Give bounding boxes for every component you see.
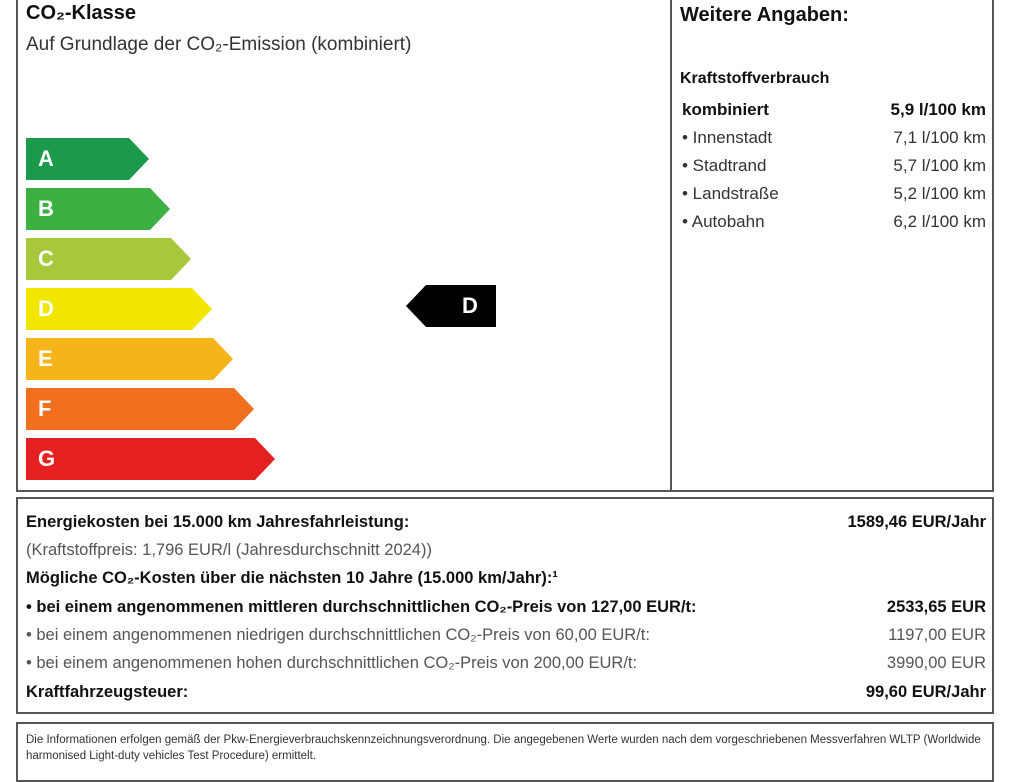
co2-cost-label: • bei einem angenommenen mittleren durch…	[26, 598, 697, 616]
consumption-label: • Autobahn	[682, 212, 765, 231]
consumption-row: • Autobahn 6,2 l/100 km	[682, 212, 986, 232]
consumption-label: • Innenstadt	[682, 128, 773, 147]
consumption-value: 5,9 l/100 km	[890, 100, 986, 119]
vehicle-tax-label: Kraftfahrzeugsteuer:	[26, 683, 189, 701]
energy-costs-value: 1589,46 EUR/Jahr	[847, 513, 986, 531]
co2-class-bar-c: C	[26, 238, 191, 280]
co2-cost-value: 2533,65 EUR	[886, 598, 986, 616]
fuel-consumption-heading: Kraftstoffverbrauch	[680, 70, 830, 87]
co2-cost-label: • bei einem angenommenen hohen durchschn…	[26, 654, 638, 672]
co2-cost-row: • bei einem angenommenen mittleren durch…	[26, 598, 986, 617]
co2-cost-row: • bei einem angenommenen hohen durchschn…	[26, 654, 986, 673]
co2-class-panel: CO₂-Klasse Auf Grundlage der CO₂-Emissio…	[16, 0, 672, 492]
consumption-label: kombiniert	[682, 100, 769, 119]
costs-panel: Energiekosten bei 15.000 km Jahresfahrle…	[16, 497, 994, 714]
co2-class-bar-b: B	[26, 188, 170, 230]
consumption-value: 6,2 l/100 km	[893, 212, 986, 231]
info-panel: Die Informationen erfolgen gemäß der Pkw…	[16, 722, 994, 782]
consumption-row: • Landstraße 5,2 l/100 km	[682, 184, 986, 204]
fuel-price: (Kraftstoffpreis: 1,796 EUR/l (Jahresdur…	[26, 541, 986, 560]
co2-class-bar-g: G	[26, 438, 275, 480]
info-text: Die Informationen erfolgen gemäß der Pkw…	[26, 734, 981, 762]
co2-cost-value: 3990,00 EUR	[886, 654, 986, 672]
consumption-label: • Landstraße	[682, 184, 779, 203]
consumption-row: kombiniert 5,9 l/100 km	[682, 100, 986, 120]
fuel-price-text: (Kraftstoffpreis: 1,796 EUR/l (Jahresdur…	[26, 541, 432, 559]
co2-costs-heading-text: Mögliche CO₂-Kosten über die nächsten 10…	[26, 569, 558, 587]
co2-class-bar-f: F	[26, 388, 254, 430]
consumption-row: • Stadtrand 5,7 l/100 km	[682, 156, 986, 176]
consumption-value: 5,7 l/100 km	[893, 156, 986, 175]
consumption-value: 5,2 l/100 km	[893, 184, 986, 203]
energy-costs-label: Energiekosten bei 15.000 km Jahresfahrle…	[26, 513, 410, 531]
co2-costs-heading: Mögliche CO₂-Kosten über die nächsten 10…	[26, 569, 986, 588]
consumption-row: • Innenstadt 7,1 l/100 km	[682, 128, 986, 148]
co2-class-bar-e: E	[26, 338, 233, 380]
co2-class-subtitle: Auf Grundlage der CO₂-Emission (kombinie…	[26, 34, 412, 55]
vehicle-tax-value: 99,60 EUR/Jahr	[865, 683, 986, 701]
co2-cost-row: • bei einem angenommenen niedrigen durch…	[26, 626, 986, 645]
consumption-label: • Stadtrand	[682, 156, 767, 175]
consumption-value: 7,1 l/100 km	[893, 128, 986, 147]
co2-cost-value: 1197,00 EUR	[888, 626, 986, 644]
co2-class-bar-d: D	[26, 288, 212, 330]
current-class-marker: D	[406, 285, 496, 327]
vehicle-tax-row: Kraftfahrzeugsteuer: 99,60 EUR/Jahr	[26, 683, 986, 702]
further-info-title: Weitere Angaben:	[680, 4, 849, 26]
co2-cost-label: • bei einem angenommenen niedrigen durch…	[26, 626, 650, 644]
energy-costs-row: Energiekosten bei 15.000 km Jahresfahrle…	[26, 513, 986, 532]
further-info-panel: Weitere Angaben: Kraftstoffverbrauch kom…	[670, 0, 994, 492]
co2-class-bar-a: A	[26, 138, 149, 180]
co2-class-title: CO₂-Klasse	[26, 2, 137, 24]
